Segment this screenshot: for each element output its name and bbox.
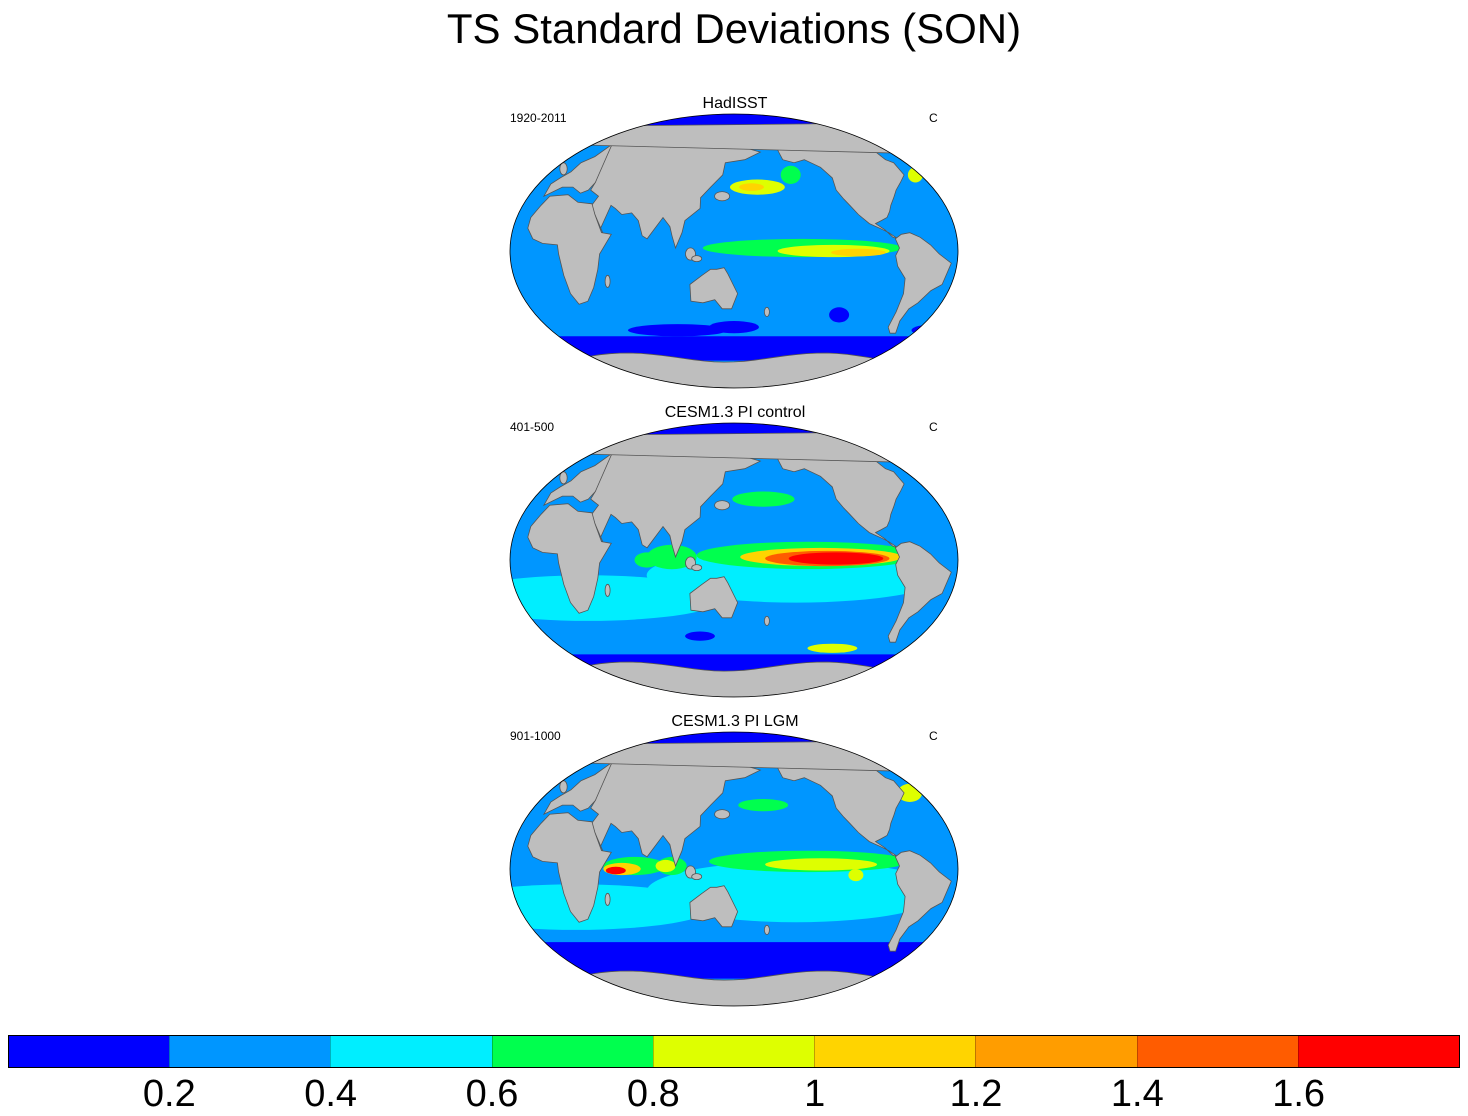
map-outline	[509, 422, 959, 698]
sst-contour-patch	[911, 324, 958, 337]
land-island	[691, 873, 703, 881]
colorbar-swatch-6	[975, 1036, 1137, 1067]
land-masses	[527, 122, 952, 388]
land-samerica	[887, 850, 952, 952]
sst-contour-patch	[829, 307, 850, 323]
panel-period-label: 1920-2011	[510, 111, 567, 125]
map-panel-hadisst: HadISST 1920-2011 C	[500, 94, 970, 394]
ocean-field	[510, 114, 958, 388]
colorbar-tick-label: 0.8	[626, 1073, 680, 1115]
sst-contour-patch	[628, 324, 728, 337]
land-australia	[689, 885, 739, 928]
panel-units-label: C	[929, 111, 938, 125]
panel-title: HadISST	[702, 95, 768, 112]
panel-units-label: C	[929, 420, 938, 434]
colorbar-tick-label: 1.6	[1272, 1073, 1326, 1115]
colorbar-swatch-7	[1136, 1036, 1298, 1067]
colorbar-swatch-0	[9, 1036, 170, 1067]
land-island	[714, 191, 731, 202]
land-island	[559, 471, 568, 485]
map-outline	[509, 113, 959, 389]
land-island	[763, 306, 770, 317]
panel-title: CESM1.3 PI LGM	[671, 713, 799, 730]
sst-contour-patch	[807, 643, 858, 653]
land-island	[604, 583, 611, 597]
land-island	[714, 809, 731, 820]
land-island	[763, 615, 770, 626]
colorbar-swatch-1	[169, 1036, 331, 1067]
map-canvas	[509, 113, 959, 389]
sst-contour-band	[528, 942, 940, 979]
land-island	[763, 924, 770, 935]
sst-contour-patch	[848, 869, 864, 882]
land-island	[691, 564, 703, 572]
sst-contour-patch	[912, 444, 927, 469]
land-island	[691, 255, 703, 263]
land-africa	[527, 194, 612, 305]
colorbar-swatch-3	[491, 1036, 653, 1067]
sst-contour-patch	[655, 859, 676, 873]
land-island	[604, 892, 611, 906]
colorbar-tick-label: 0.6	[465, 1073, 519, 1115]
ocean-field	[510, 732, 958, 1006]
colorbar-swatch-5	[814, 1036, 976, 1067]
sst-contour-patch	[685, 631, 715, 641]
sst-contour-patch	[780, 165, 801, 184]
figure-title: TS Standard Deviations (SON)	[446, 5, 1022, 52]
colorbar-tick-label: 0.2	[142, 1073, 196, 1115]
map-panel-pi-control: CESM1.3 PI control 401-500 C	[500, 403, 970, 703]
land-masses	[527, 740, 952, 1006]
colorbar	[8, 1035, 1460, 1068]
land-australia	[689, 576, 739, 619]
colorbar-tick-label: 1.2	[949, 1073, 1003, 1115]
map-canvas	[509, 731, 959, 1007]
land-island	[604, 274, 611, 288]
sst-contour-patch	[605, 866, 626, 875]
sst-contour-patch	[765, 858, 878, 871]
colorbar-tick-label: 1.4	[1110, 1073, 1164, 1115]
sst-contour-patch	[732, 491, 795, 507]
land-island	[714, 500, 731, 511]
sst-contour-patch	[634, 552, 660, 568]
land-africa	[527, 812, 612, 923]
colorbar-tick-label: 1	[804, 1073, 826, 1115]
sst-contour-patch	[739, 183, 764, 191]
land-island	[559, 162, 568, 176]
panel-title: CESM1.3 PI control	[664, 404, 806, 421]
sst-contour-patch	[788, 552, 884, 565]
colorbar-tick-label: 0.4	[304, 1073, 358, 1115]
colorbar-swatch-8	[1297, 1036, 1459, 1067]
panel-period-label: 401-500	[510, 420, 555, 434]
panel-period-label: 901-1000	[510, 729, 561, 743]
sst-contour-patch	[646, 544, 697, 570]
land-island	[559, 780, 568, 794]
map-canvas	[509, 422, 959, 698]
sst-contour-patch	[831, 248, 886, 257]
land-australia	[689, 267, 739, 310]
map-outline	[509, 731, 959, 1007]
land-samerica	[887, 541, 952, 643]
land-africa	[527, 503, 612, 614]
sst-contour-patch	[738, 799, 789, 812]
ocean-field	[510, 423, 958, 697]
map-panel-pi-lgm: CESM1.3 PI LGM 901-1000 C	[500, 712, 970, 1012]
colorbar-swatch-4	[652, 1036, 815, 1067]
panel-units-label: C	[929, 729, 938, 743]
colorbar-swatch-2	[330, 1036, 492, 1067]
land-samerica	[887, 232, 952, 334]
